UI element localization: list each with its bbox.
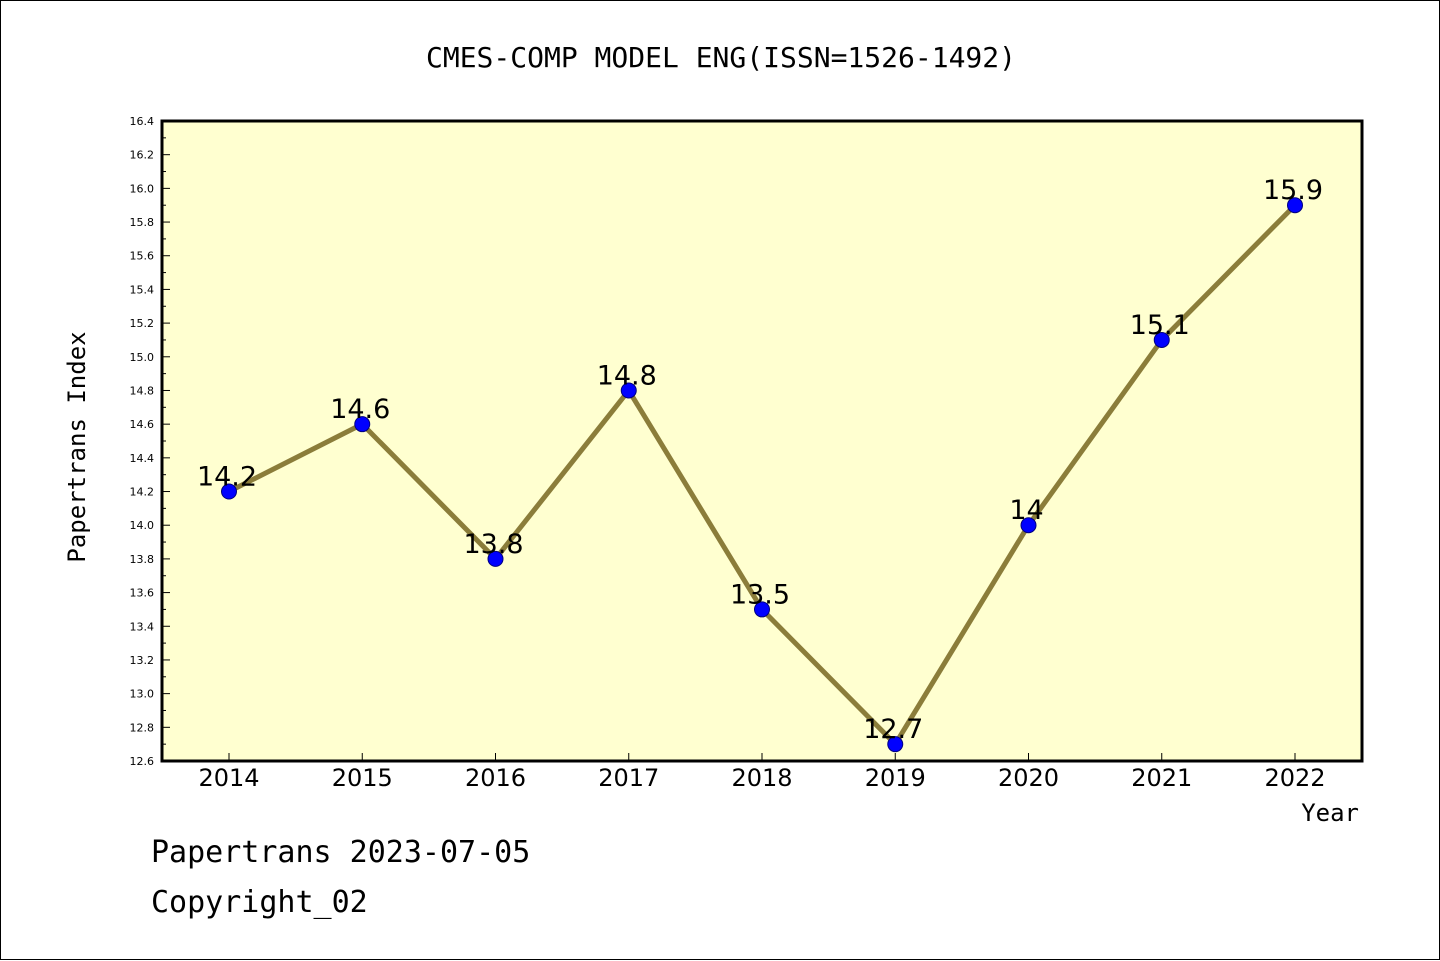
y-tick-label: 14.0 [130, 519, 155, 532]
footer-date: Papertrans 2023-07-05 [151, 835, 531, 870]
x-tick-label: 2016 [465, 764, 526, 792]
series-group [221, 197, 1303, 753]
data-point [221, 483, 237, 500]
data-point [754, 601, 770, 618]
y-tick-label: 14.2 [130, 486, 155, 499]
data-label: 13.5 [730, 579, 790, 610]
y-tick-label: 14.6 [130, 418, 155, 431]
y-tick-label: 13.8 [130, 553, 155, 566]
data-label: 14.8 [597, 360, 657, 391]
x-axis: 2014 2015 2016 2017 2018 2019 2020 2021 2022 [198, 753, 1326, 792]
y-tick-label: 15.6 [130, 250, 155, 263]
data-labels-group: 14.2 14.6 13.8 14.8 13.5 12.7 14 15.1 15.9 [197, 175, 1323, 745]
y-tick-label: 13.2 [130, 654, 155, 667]
plot-area [160, 119, 1364, 763]
y-tick-label: 16.2 [130, 149, 155, 162]
data-point [1287, 197, 1303, 214]
data-point [620, 382, 637, 399]
x-tick-label: 2015 [332, 764, 393, 792]
x-tick-label: 2020 [998, 764, 1059, 792]
y-tick-label: 15.2 [130, 317, 155, 330]
y-tick-label: 15.8 [130, 216, 155, 229]
data-label: 14.2 [197, 462, 257, 493]
data-label: 12.7 [863, 714, 923, 745]
y-tick-label: 15.0 [130, 351, 155, 364]
y-tick-label: 15.4 [130, 283, 155, 296]
data-label: 14 [1009, 495, 1043, 526]
y-tick-label: 12.6 [130, 755, 155, 768]
y-axis: 12.6 12.8 13.0 13.2 13.4 13.6 13.8 14.0 14.2 14.4… [130, 115, 170, 768]
chart-title: CMES-COMP MODEL ENG(ISSN=1526-1492) [426, 41, 1016, 74]
data-point [887, 736, 904, 753]
y-tick-label: 12.8 [130, 721, 155, 734]
x-tick-label: 2019 [865, 764, 926, 792]
data-label: 15.1 [1130, 310, 1190, 341]
data-label: 15.9 [1263, 175, 1323, 206]
x-tick-label: 2018 [731, 764, 792, 792]
y-tick-label: 16.0 [130, 182, 155, 195]
y-tick-label: 14.4 [130, 452, 155, 465]
x-tick-label: 2021 [1131, 764, 1192, 792]
data-point [487, 550, 504, 567]
data-label: 14.6 [330, 394, 390, 425]
data-point [1153, 331, 1170, 348]
x-tick-label: 2014 [198, 764, 259, 792]
x-tick-label: 2017 [598, 764, 659, 792]
y-tick-label: 13.0 [130, 688, 155, 701]
y-tick-label: 13.6 [130, 587, 155, 600]
x-axis-title: Year [1301, 799, 1359, 827]
data-point [1020, 517, 1037, 534]
x-tick-label: 2022 [1264, 764, 1325, 792]
y-axis-title: Papertrans Index [63, 331, 91, 562]
y-tick-label: 14.8 [130, 384, 155, 397]
y-tick-label: 16.4 [130, 115, 155, 128]
data-point [354, 416, 371, 433]
y-tick-label: 13.4 [130, 620, 155, 633]
footer-copyright: Copyright_02 [151, 885, 368, 920]
data-label: 13.8 [463, 529, 523, 560]
